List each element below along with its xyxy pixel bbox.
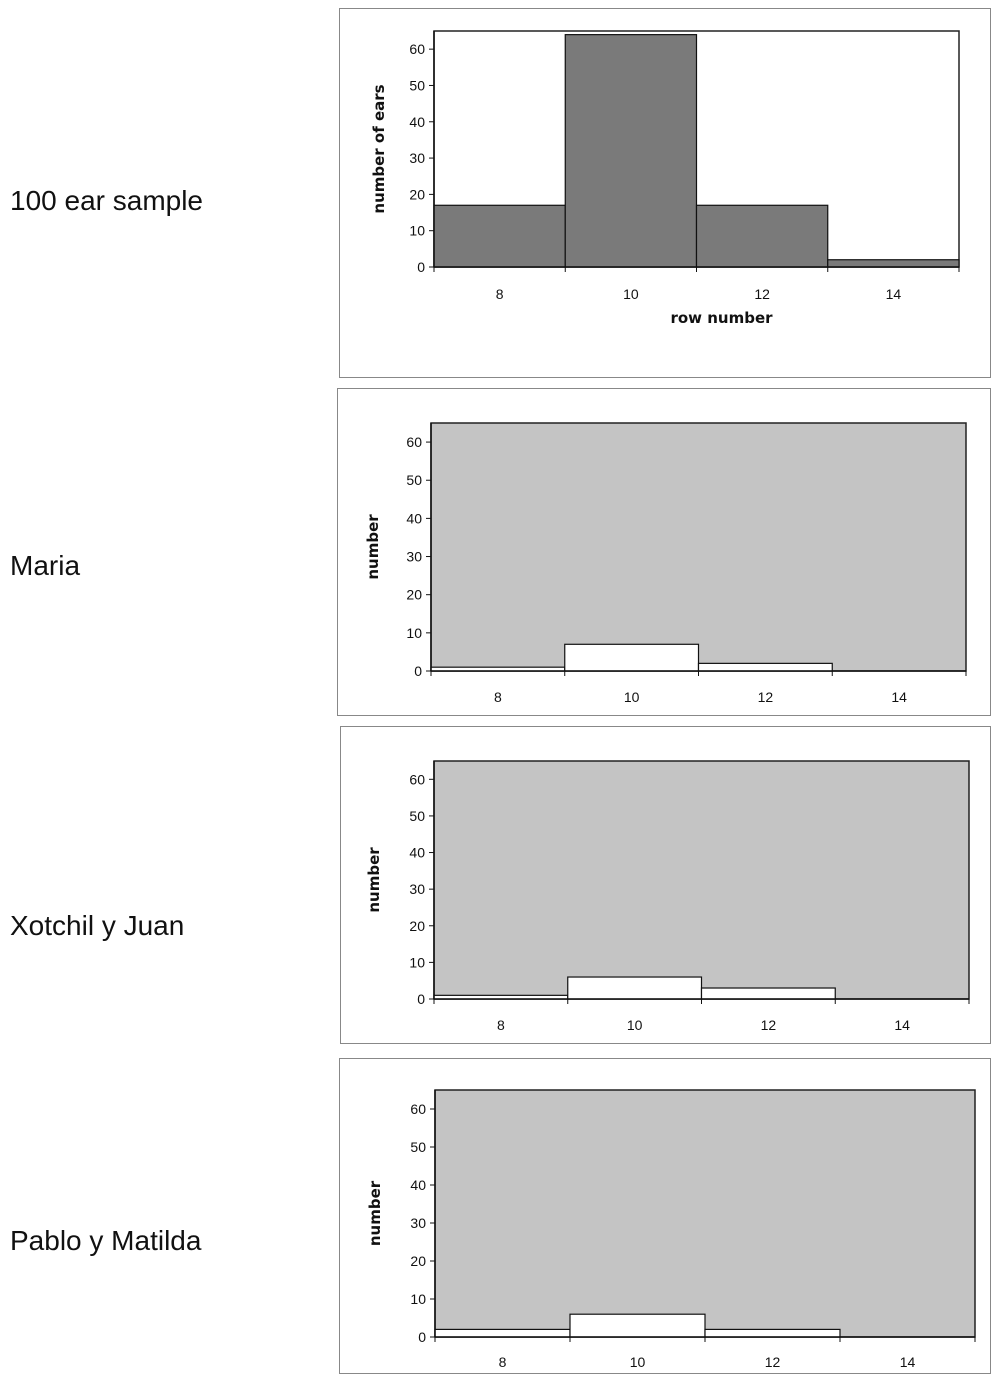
histogram-100-ear-sample: 0 10 20 30 40 50 60 8 10 12 14 row number number of … bbox=[370, 30, 960, 327]
plot-area bbox=[434, 1089, 976, 1338]
y-axis-title: number of ears bbox=[370, 84, 388, 213]
row-label-100-ear-sample: 100 ear sample bbox=[10, 185, 204, 216]
row-label-xotchil-y-juan: Xotchil y Juan bbox=[10, 910, 185, 941]
y-tick-label: 10 bbox=[410, 1291, 426, 1307]
x-tick-label: 14 bbox=[886, 286, 902, 302]
y-tick-label: 40 bbox=[409, 845, 425, 861]
x-tick-label: 10 bbox=[623, 286, 639, 302]
y-tick-label: 20 bbox=[406, 587, 422, 603]
y-axis-title: number bbox=[366, 1180, 384, 1246]
chart-panel-2: 0 10 20 30 40 50 60 8 10 12 14 number bbox=[337, 388, 991, 716]
y-tick-label: 20 bbox=[409, 918, 425, 934]
y-tick-label: 60 bbox=[410, 1101, 426, 1117]
x-tick-label: 14 bbox=[891, 689, 907, 705]
bar-12 bbox=[704, 1328, 841, 1338]
plot-area bbox=[433, 760, 970, 1000]
y-tick-label: 60 bbox=[409, 771, 425, 787]
x-tick-label: 14 bbox=[894, 1017, 910, 1033]
x-tick-label: 12 bbox=[761, 1017, 777, 1033]
bar-8 bbox=[433, 204, 566, 268]
histogram-xotchil-y-juan: 0 10 20 30 40 50 60 8 10 12 14 number bbox=[365, 760, 970, 1033]
y-tick-label: 60 bbox=[406, 434, 422, 450]
y-axis-title: number bbox=[365, 847, 383, 913]
bar-10 bbox=[564, 34, 698, 268]
y-tick-label: 30 bbox=[410, 1215, 426, 1231]
bar-10 bbox=[564, 643, 700, 672]
chart-panel-1: 0 10 20 30 40 50 60 8 10 12 14 row number number of … bbox=[339, 8, 991, 378]
histogram-pablo-y-matilda: 0 10 20 30 40 50 60 8 10 12 14 number bbox=[366, 1089, 976, 1370]
y-tick-label: 40 bbox=[410, 1177, 426, 1193]
y-tick-label: 50 bbox=[409, 77, 425, 93]
y-tick-label: 10 bbox=[409, 223, 425, 239]
y-tick-label: 40 bbox=[409, 114, 425, 130]
y-tick-label: 20 bbox=[410, 1253, 426, 1269]
bar-12 bbox=[700, 987, 836, 1000]
bar-10 bbox=[569, 1313, 706, 1338]
y-tick-label: 30 bbox=[406, 549, 422, 565]
y-tick-label: 10 bbox=[406, 625, 422, 641]
y-tick-label: 0 bbox=[414, 663, 422, 679]
y-tick-label: 20 bbox=[409, 186, 425, 202]
row-label-maria: Maria bbox=[10, 550, 81, 581]
x-tick-label: 10 bbox=[624, 689, 640, 705]
bar-14 bbox=[827, 259, 960, 268]
y-tick-label: 30 bbox=[409, 150, 425, 166]
x-axis-title: row number bbox=[670, 309, 773, 327]
histogram-maria: 0 10 20 30 40 50 60 8 10 12 14 number bbox=[364, 422, 967, 705]
y-tick-label: 30 bbox=[409, 881, 425, 897]
row-label-pablo-y-matilda: Pablo y Matilda bbox=[10, 1225, 202, 1256]
y-tick-label: 0 bbox=[418, 1329, 426, 1345]
x-tick-label: 12 bbox=[754, 286, 770, 302]
x-tick-label: 10 bbox=[627, 1017, 643, 1033]
x-tick-label: 12 bbox=[758, 689, 774, 705]
bar-10 bbox=[567, 976, 703, 1000]
y-tick-label: 50 bbox=[409, 808, 425, 824]
y-tick-label: 10 bbox=[409, 954, 425, 970]
y-tick-label: 0 bbox=[417, 991, 425, 1007]
x-tick-label: 8 bbox=[496, 286, 504, 302]
x-tick-label: 8 bbox=[494, 689, 502, 705]
x-tick-label: 8 bbox=[497, 1017, 505, 1033]
y-tick-label: 60 bbox=[409, 41, 425, 57]
x-tick-label: 8 bbox=[499, 1354, 507, 1370]
bar-12 bbox=[697, 662, 833, 672]
chart-panel-3: 0 10 20 30 40 50 60 8 10 12 14 number bbox=[340, 726, 991, 1044]
y-tick-label: 50 bbox=[406, 472, 422, 488]
y-axis-title: number bbox=[364, 514, 382, 580]
chart-panel-4: 0 10 20 30 40 50 60 8 10 12 14 number bbox=[339, 1058, 991, 1374]
x-tick-label: 14 bbox=[900, 1354, 916, 1370]
x-tick-label: 12 bbox=[765, 1354, 781, 1370]
bar-8 bbox=[434, 1328, 571, 1338]
plot-area bbox=[430, 422, 967, 672]
y-tick-label: 50 bbox=[410, 1139, 426, 1155]
y-tick-label: 40 bbox=[406, 510, 422, 526]
bar-12 bbox=[695, 204, 829, 268]
x-tick-label: 10 bbox=[630, 1354, 646, 1370]
y-tick-label: 0 bbox=[417, 259, 425, 275]
